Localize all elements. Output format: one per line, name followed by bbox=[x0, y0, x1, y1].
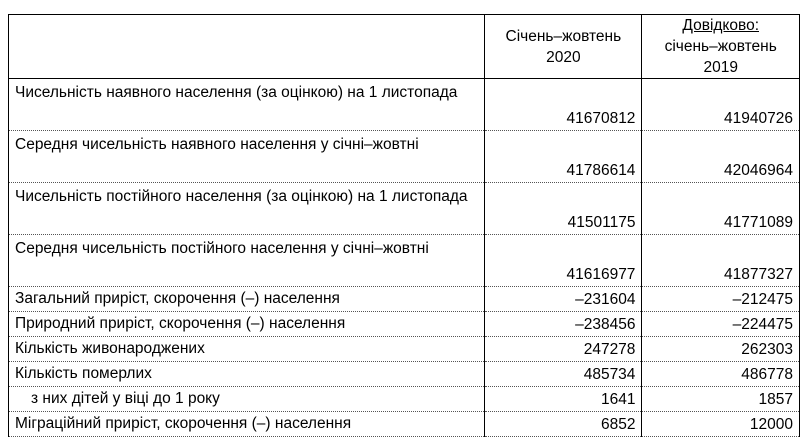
value-2019: 486778 bbox=[641, 361, 800, 387]
table-row: Міграційний приріст, скорочення (–) насе… bbox=[7, 411, 800, 437]
row-label: Чисельність постійного населення (за оці… bbox=[7, 182, 486, 235]
population-table: Січень–жовтень 2020 Довідково: січень–жов… bbox=[7, 14, 800, 437]
value-2019: 41877327 bbox=[641, 234, 800, 287]
value-2020: 247278 bbox=[484, 336, 643, 362]
table-row: Кількість померлих 485734 486778 bbox=[7, 361, 800, 387]
value-2019: 41940726 bbox=[641, 78, 800, 131]
value-2020: –238456 bbox=[484, 311, 643, 337]
value-2019: 1857 bbox=[641, 386, 800, 412]
value-2020: 6852 bbox=[484, 411, 643, 437]
table-row: з них дітей у віці до 1 року 1641 1857 bbox=[7, 386, 800, 412]
row-label: Середня чисельність наявного населення у… bbox=[7, 130, 486, 183]
header-label-cell bbox=[7, 14, 486, 79]
table-row: Чисельність постійного населення (за оці… bbox=[7, 182, 800, 235]
row-label: Кількість померлих bbox=[7, 361, 486, 387]
header-reference-label: Довідково: bbox=[682, 17, 759, 34]
table-row: Загальний приріст, скорочення (–) населе… bbox=[7, 286, 800, 312]
header-2020: Січень–жовтень 2020 bbox=[484, 14, 643, 79]
row-label: Загальний приріст, скорочення (–) населе… bbox=[7, 286, 486, 312]
header-2019: Довідково: січень–жовтень 2019 bbox=[641, 14, 800, 79]
table-row: Кількість живонароджених 247278 262303 bbox=[7, 336, 800, 362]
row-label: Кількість живонароджених bbox=[7, 336, 486, 362]
value-2020: 485734 bbox=[484, 361, 643, 387]
value-2020: 41616977 bbox=[484, 234, 643, 287]
table-row: Середня чисельність постійного населення… bbox=[7, 234, 800, 287]
value-2020: –231604 bbox=[484, 286, 643, 312]
table-row: Природний приріст, скорочення (–) населе… bbox=[7, 311, 800, 337]
header-2020-text: Січень–жовтень 2020 bbox=[505, 27, 622, 66]
header-2019-text: січень–жовтень 2019 bbox=[664, 38, 777, 76]
value-2019: –224475 bbox=[641, 311, 800, 337]
value-2020: 41670812 bbox=[484, 78, 643, 131]
table-row: Чисельність наявного населення (за оцінк… bbox=[7, 78, 800, 131]
value-2020: 41501175 bbox=[484, 182, 643, 235]
table-row: Середня чисельність наявного населення у… bbox=[7, 130, 800, 183]
row-label: з них дітей у віці до 1 року bbox=[7, 386, 486, 412]
value-2019: –212475 bbox=[641, 286, 800, 312]
value-2019: 262303 bbox=[641, 336, 800, 362]
header-row: Січень–жовтень 2020 Довідково: січень–жов… bbox=[7, 14, 800, 79]
value-2020: 1641 bbox=[484, 386, 643, 412]
value-2020: 41786614 bbox=[484, 130, 643, 183]
value-2019: 12000 bbox=[641, 411, 800, 437]
row-label: Середня чисельність постійного населення… bbox=[7, 234, 486, 287]
row-label: Природний приріст, скорочення (–) населе… bbox=[7, 311, 486, 337]
value-2019: 41771089 bbox=[641, 182, 800, 235]
row-label: Чисельність наявного населення (за оцінк… bbox=[7, 78, 486, 131]
value-2019: 42046964 bbox=[641, 130, 800, 183]
row-label: Міграційний приріст, скорочення (–) насе… bbox=[7, 411, 486, 437]
